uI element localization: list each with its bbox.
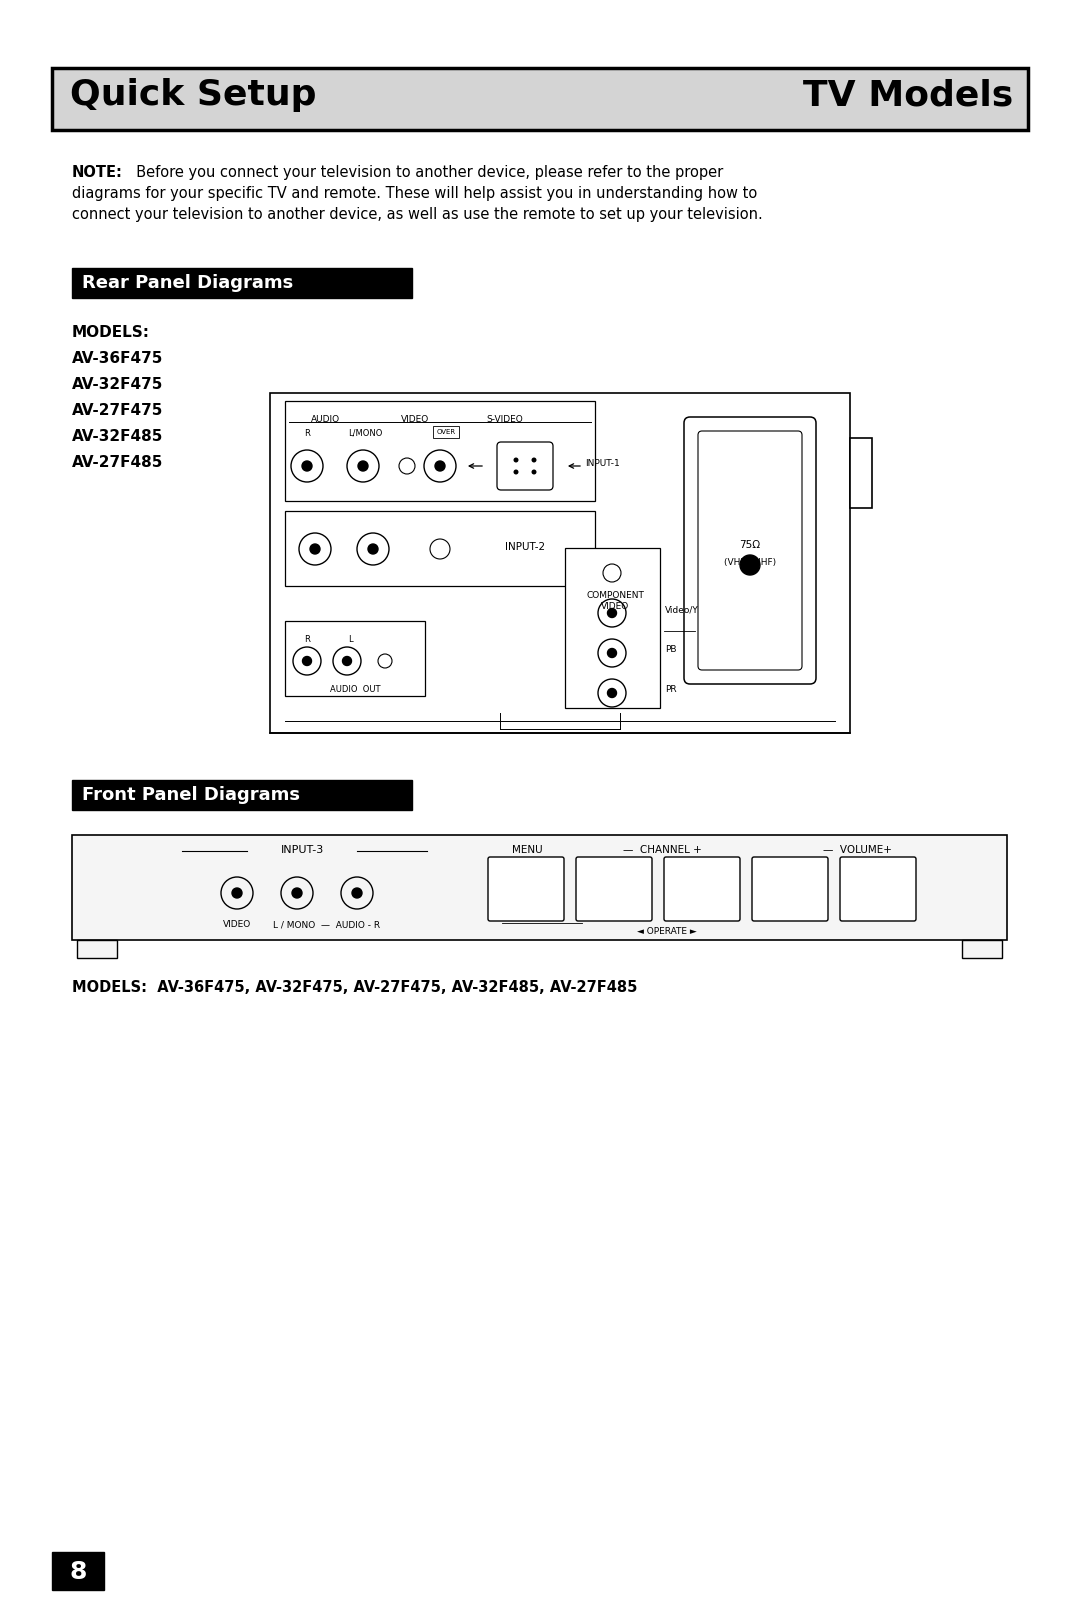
- FancyBboxPatch shape: [72, 780, 411, 811]
- FancyBboxPatch shape: [664, 857, 740, 921]
- Text: Video/Y: Video/Y: [665, 605, 699, 615]
- FancyBboxPatch shape: [565, 547, 660, 708]
- Text: MENU: MENU: [512, 844, 542, 855]
- Circle shape: [357, 461, 368, 470]
- FancyBboxPatch shape: [840, 857, 916, 921]
- Circle shape: [310, 544, 320, 554]
- Text: INPUT-3: INPUT-3: [281, 844, 324, 855]
- FancyBboxPatch shape: [52, 1552, 104, 1591]
- Circle shape: [607, 608, 617, 618]
- Text: L/MONO: L/MONO: [348, 429, 382, 438]
- Circle shape: [531, 470, 537, 475]
- Text: INPUT-1: INPUT-1: [585, 459, 620, 469]
- FancyBboxPatch shape: [270, 393, 850, 733]
- Text: COMPONENT
VIDEO: COMPONENT VIDEO: [586, 591, 644, 612]
- FancyBboxPatch shape: [285, 401, 595, 501]
- FancyBboxPatch shape: [433, 425, 459, 438]
- Text: PR: PR: [665, 685, 677, 695]
- Text: TV Models: TV Models: [802, 79, 1013, 112]
- Text: AUDIO  OUT: AUDIO OUT: [329, 685, 380, 693]
- Text: —  CHANNEL +: — CHANNEL +: [623, 844, 701, 855]
- Text: AV-32F475: AV-32F475: [72, 377, 163, 392]
- FancyBboxPatch shape: [77, 941, 117, 958]
- Circle shape: [513, 457, 518, 462]
- Text: NOTE:: NOTE:: [72, 165, 123, 180]
- Text: AV-32F485: AV-32F485: [72, 429, 163, 445]
- Circle shape: [607, 648, 617, 658]
- FancyBboxPatch shape: [698, 432, 802, 669]
- Text: L: L: [348, 636, 352, 644]
- Text: (VHF / UHF): (VHF / UHF): [724, 559, 777, 567]
- Circle shape: [435, 461, 445, 470]
- Text: connect your television to another device, as well as use the remote to set up y: connect your television to another devic…: [72, 207, 762, 221]
- FancyBboxPatch shape: [576, 857, 652, 921]
- Text: VIDEO: VIDEO: [401, 416, 429, 424]
- Text: R: R: [305, 636, 310, 644]
- Text: L / MONO  —  AUDIO - R: L / MONO — AUDIO - R: [273, 920, 380, 929]
- Text: 8: 8: [69, 1560, 86, 1584]
- Text: OVER: OVER: [436, 429, 456, 435]
- Text: ◄ OPERATE ►: ◄ OPERATE ►: [637, 928, 697, 936]
- Text: AV-36F475: AV-36F475: [72, 351, 163, 366]
- Text: —  VOLUME+: — VOLUME+: [823, 844, 891, 855]
- Text: INPUT-2: INPUT-2: [505, 542, 545, 552]
- Text: Rear Panel Diagrams: Rear Panel Diagrams: [82, 274, 294, 292]
- FancyBboxPatch shape: [684, 417, 816, 684]
- Circle shape: [607, 689, 617, 698]
- Text: AUDIO: AUDIO: [310, 416, 339, 424]
- Circle shape: [302, 461, 312, 470]
- FancyBboxPatch shape: [285, 510, 595, 586]
- FancyBboxPatch shape: [850, 438, 872, 509]
- FancyBboxPatch shape: [488, 857, 564, 921]
- Text: PB: PB: [665, 645, 676, 655]
- Text: MODELS:: MODELS:: [72, 324, 150, 340]
- FancyBboxPatch shape: [72, 835, 1007, 941]
- Circle shape: [302, 656, 311, 666]
- Text: VIDEO: VIDEO: [222, 920, 252, 929]
- Circle shape: [368, 544, 378, 554]
- Circle shape: [513, 470, 518, 475]
- Text: S-VIDEO: S-VIDEO: [487, 416, 524, 424]
- Circle shape: [352, 888, 362, 899]
- Text: diagrams for your specific TV and remote. These will help assist you in understa: diagrams for your specific TV and remote…: [72, 186, 757, 201]
- Circle shape: [342, 656, 351, 666]
- FancyBboxPatch shape: [52, 67, 1028, 130]
- Text: 75Ω: 75Ω: [740, 539, 760, 551]
- Circle shape: [292, 888, 302, 899]
- Text: Before you connect your television to another device, please refer to the proper: Before you connect your television to an…: [127, 165, 724, 180]
- Circle shape: [740, 555, 760, 575]
- FancyBboxPatch shape: [752, 857, 828, 921]
- FancyBboxPatch shape: [72, 268, 411, 299]
- Text: MODELS:  AV-36F475, AV-32F475, AV-27F475, AV-32F485, AV-27F485: MODELS: AV-36F475, AV-32F475, AV-27F475,…: [72, 981, 637, 995]
- Circle shape: [531, 457, 537, 462]
- Text: Front Panel Diagrams: Front Panel Diagrams: [82, 786, 300, 804]
- FancyBboxPatch shape: [285, 621, 426, 697]
- Text: R: R: [305, 429, 310, 438]
- FancyBboxPatch shape: [962, 941, 1002, 958]
- Text: Quick Setup: Quick Setup: [70, 79, 316, 112]
- Text: AV-27F485: AV-27F485: [72, 454, 163, 470]
- Text: AV-27F475: AV-27F475: [72, 403, 163, 417]
- FancyBboxPatch shape: [497, 441, 553, 490]
- Polygon shape: [489, 865, 497, 873]
- Circle shape: [232, 888, 242, 899]
